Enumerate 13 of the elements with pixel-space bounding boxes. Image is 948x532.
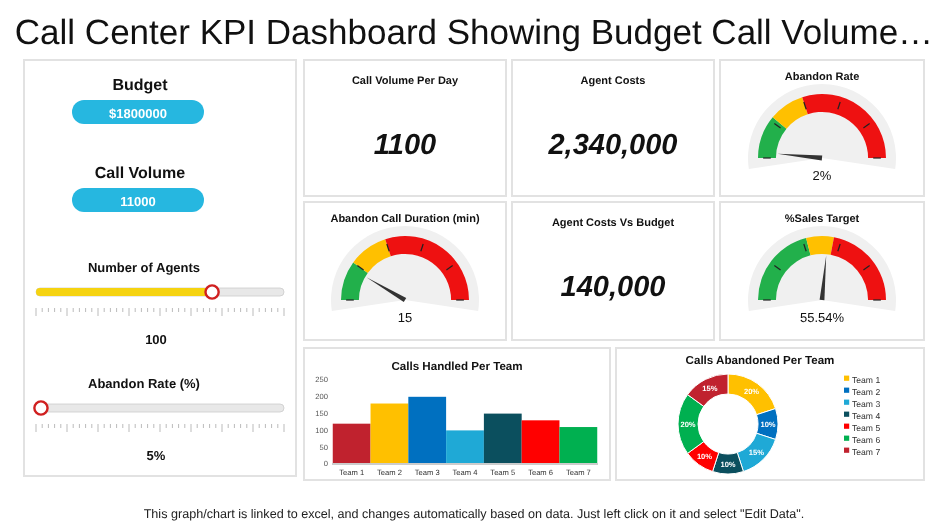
text: 1100 — [373, 130, 437, 162]
text: Budget — [112, 76, 169, 94]
bar — [370, 403, 409, 464]
bar — [483, 413, 522, 464]
bar — [446, 430, 484, 464]
bar — [332, 423, 371, 464]
text: Call Volume — [94, 164, 187, 182]
text: 140,000 — [560, 272, 666, 304]
bar — [521, 420, 560, 464]
text: Call Center KPI Dashboard Showing Budget Call Volume… — [14, 12, 934, 52]
bar — [408, 396, 447, 464]
bar — [559, 427, 598, 464]
text: 2,340,000 — [546, 130, 678, 162]
